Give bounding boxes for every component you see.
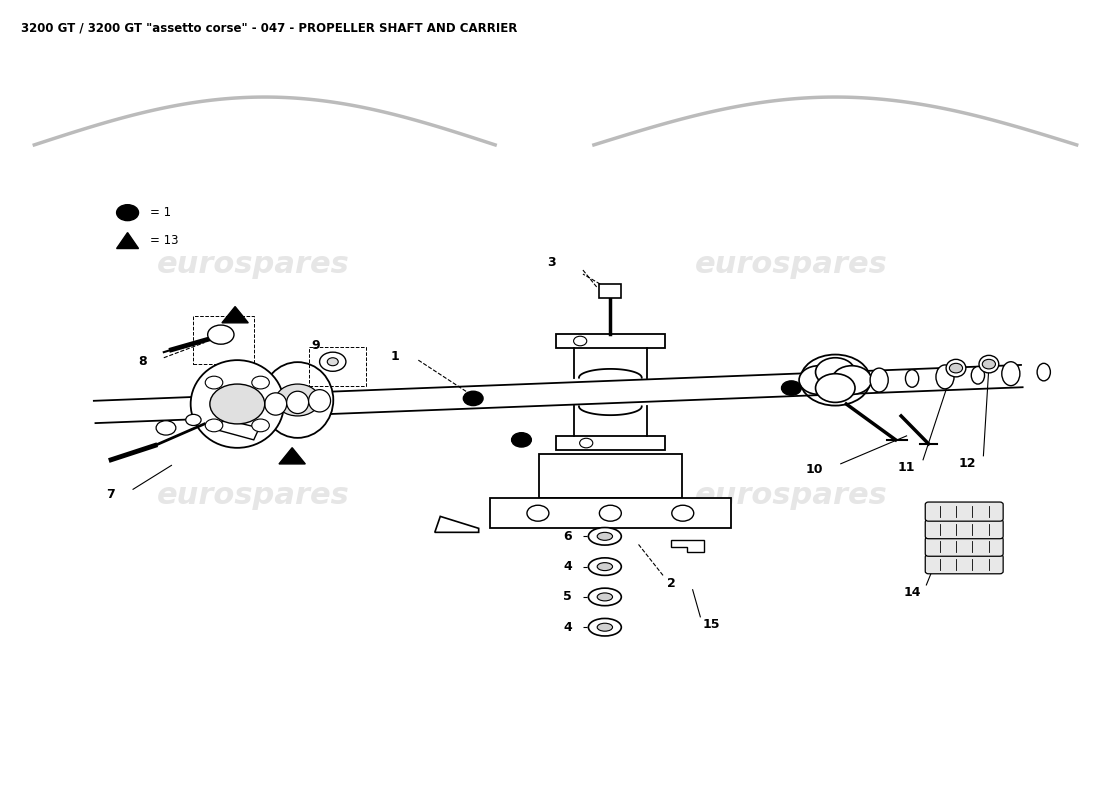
Text: eurospares: eurospares (157, 250, 350, 279)
Ellipse shape (588, 527, 621, 545)
Text: 8: 8 (139, 355, 147, 368)
Circle shape (799, 366, 838, 394)
Ellipse shape (971, 366, 984, 384)
Text: 4: 4 (563, 560, 572, 573)
Text: 3200 GT / 3200 GT "assetto corse" - 047 - PROPELLER SHAFT AND CARRIER: 3200 GT / 3200 GT "assetto corse" - 047 … (21, 22, 517, 34)
Polygon shape (222, 306, 249, 323)
Circle shape (156, 421, 176, 435)
Ellipse shape (588, 558, 621, 575)
Circle shape (600, 506, 621, 521)
Circle shape (573, 336, 586, 346)
Polygon shape (671, 540, 704, 552)
Ellipse shape (597, 593, 613, 601)
Circle shape (252, 376, 270, 389)
Circle shape (463, 391, 483, 406)
Text: 12: 12 (958, 458, 976, 470)
Circle shape (672, 506, 694, 521)
Circle shape (512, 433, 531, 447)
FancyBboxPatch shape (556, 334, 664, 348)
Polygon shape (210, 420, 260, 440)
Polygon shape (94, 365, 1023, 423)
Circle shape (210, 384, 265, 424)
Circle shape (252, 419, 270, 432)
Text: eurospares: eurospares (695, 481, 888, 510)
Ellipse shape (262, 362, 333, 438)
Text: 2: 2 (668, 577, 676, 590)
FancyBboxPatch shape (925, 554, 1003, 574)
Circle shape (527, 506, 549, 521)
Circle shape (580, 438, 593, 448)
Text: 14: 14 (903, 586, 921, 599)
Ellipse shape (309, 390, 331, 412)
Ellipse shape (946, 359, 966, 377)
Ellipse shape (588, 588, 621, 606)
Ellipse shape (979, 355, 999, 373)
Ellipse shape (597, 623, 613, 631)
FancyBboxPatch shape (600, 284, 621, 298)
Text: 7: 7 (106, 487, 114, 501)
Circle shape (832, 366, 871, 394)
Ellipse shape (588, 618, 621, 636)
FancyBboxPatch shape (490, 498, 732, 528)
FancyBboxPatch shape (925, 537, 1003, 556)
Circle shape (320, 352, 345, 371)
Polygon shape (279, 448, 306, 464)
Ellipse shape (190, 360, 284, 448)
Ellipse shape (1002, 362, 1020, 386)
Polygon shape (434, 516, 478, 532)
Circle shape (208, 325, 234, 344)
Text: 15: 15 (703, 618, 720, 631)
Circle shape (815, 374, 855, 402)
Text: 3: 3 (547, 255, 556, 269)
Circle shape (815, 358, 855, 386)
Circle shape (982, 359, 996, 369)
FancyBboxPatch shape (925, 502, 1003, 521)
Ellipse shape (597, 562, 613, 570)
Text: eurospares: eurospares (157, 481, 350, 510)
Text: 5: 5 (563, 590, 572, 603)
Text: 11: 11 (898, 462, 915, 474)
Text: 6: 6 (563, 530, 572, 543)
Circle shape (206, 419, 223, 432)
Circle shape (117, 205, 139, 221)
Text: eurospares: eurospares (695, 250, 888, 279)
Circle shape (276, 384, 320, 416)
Text: = 1: = 1 (150, 206, 170, 219)
Circle shape (949, 363, 962, 373)
Text: 10: 10 (805, 463, 823, 476)
Polygon shape (117, 233, 139, 249)
Circle shape (328, 358, 338, 366)
Ellipse shape (1037, 363, 1050, 381)
Circle shape (781, 381, 801, 395)
Ellipse shape (287, 391, 309, 414)
Circle shape (206, 376, 223, 389)
FancyBboxPatch shape (539, 454, 682, 498)
Text: 9: 9 (311, 339, 320, 352)
Ellipse shape (597, 532, 613, 540)
Ellipse shape (905, 370, 918, 387)
Text: 4: 4 (563, 621, 572, 634)
Ellipse shape (265, 393, 287, 415)
Text: = 13: = 13 (150, 234, 178, 247)
Circle shape (186, 414, 201, 426)
Ellipse shape (936, 365, 954, 389)
FancyBboxPatch shape (556, 436, 664, 450)
FancyBboxPatch shape (925, 519, 1003, 538)
Ellipse shape (870, 368, 888, 392)
Text: 1: 1 (390, 350, 399, 362)
